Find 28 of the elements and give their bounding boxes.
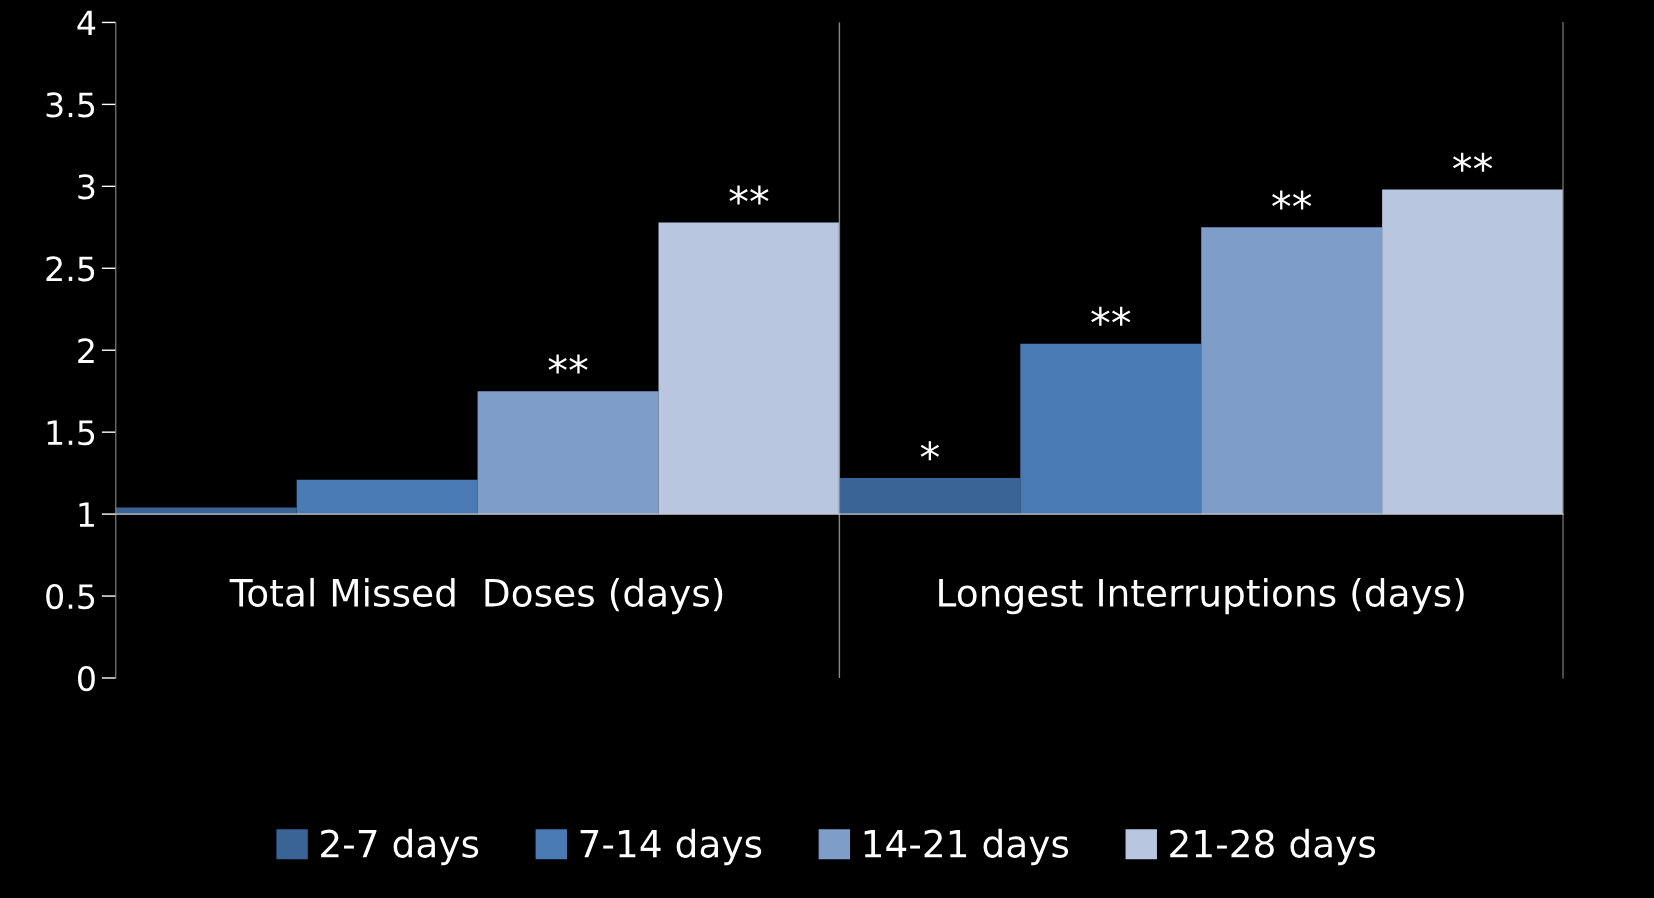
y-tick-label: 2.5 — [46, 256, 95, 282]
y-tick-label: 3.5 — [46, 92, 95, 118]
data-label: ** — [729, 185, 769, 205]
y-tick-label: 2 — [78, 338, 94, 363]
y-tick-label: 0.5 — [46, 583, 95, 610]
bar — [477, 391, 659, 515]
data-label: ** — [548, 354, 588, 374]
data-label: * — [920, 441, 940, 461]
y-tick-label: 4 — [77, 10, 96, 36]
y-tick-label: 0 — [78, 665, 95, 692]
data-label: ** — [1272, 190, 1312, 210]
x-tick-label: Longest Interruptions (days) — [939, 577, 1464, 615]
bar — [1020, 343, 1202, 515]
y-tick-label: 3 — [78, 174, 95, 200]
x-tick-label: Total Missed Doses (days) — [229, 577, 723, 615]
legend-label: 7-14 days — [580, 828, 762, 866]
y-tick-label: 1 — [79, 502, 94, 527]
bar — [296, 479, 478, 515]
bar — [839, 478, 1021, 515]
bar — [1201, 227, 1383, 515]
legend-label: 2-7 days — [321, 828, 479, 866]
bar — [658, 222, 840, 515]
legend-label: 21-28 days — [1170, 828, 1376, 866]
bar — [1382, 189, 1564, 515]
data-label: ** — [1091, 306, 1131, 326]
y-tick-label: 1.5 — [47, 420, 95, 446]
data-label: ** — [1452, 152, 1493, 172]
legend-label: 14-21 days — [864, 828, 1069, 866]
